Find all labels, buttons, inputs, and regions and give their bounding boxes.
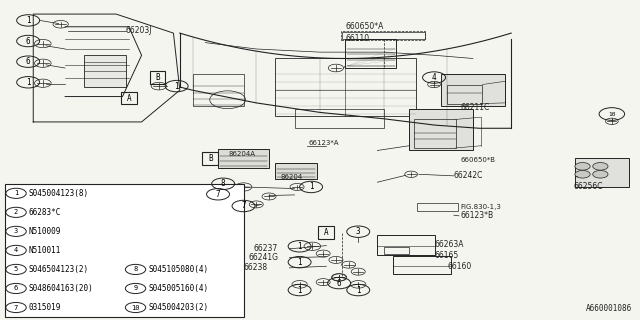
Text: 1: 1 (356, 285, 360, 295)
Text: S045004123(8): S045004123(8) (29, 189, 89, 198)
Text: S045105080(4): S045105080(4) (148, 265, 209, 274)
Text: 1: 1 (298, 242, 302, 251)
Bar (275, 59, 415, 116)
Text: 10: 10 (608, 111, 616, 116)
Bar (84, 55, 125, 87)
Text: 6: 6 (26, 36, 31, 45)
Bar (275, 163, 317, 179)
Bar (150, 71, 166, 84)
Circle shape (593, 171, 608, 178)
Text: 66165: 66165 (435, 251, 459, 260)
Text: 7: 7 (14, 305, 18, 310)
Text: 6: 6 (337, 279, 341, 288)
Bar (409, 109, 473, 150)
Text: 4: 4 (432, 73, 436, 82)
Text: 1: 1 (14, 190, 18, 196)
Bar (417, 203, 458, 211)
Text: N510011: N510011 (29, 246, 61, 255)
Text: 66256C: 66256C (573, 182, 603, 191)
Text: 5: 5 (14, 267, 18, 272)
Text: 86204A: 86204A (228, 151, 255, 157)
Bar (441, 74, 505, 106)
Text: 4: 4 (14, 247, 18, 253)
Text: S046504123(2): S046504123(2) (29, 265, 89, 274)
Text: 8: 8 (133, 267, 138, 272)
Text: 3: 3 (14, 228, 18, 234)
Text: 86204: 86204 (280, 174, 303, 180)
Text: A: A (127, 94, 131, 103)
Text: 66241G: 66241G (248, 253, 278, 262)
Bar (193, 74, 244, 106)
Bar (342, 32, 425, 39)
Text: 1: 1 (174, 82, 179, 91)
Bar (341, 31, 425, 40)
Text: A660001086: A660001086 (586, 304, 632, 313)
Text: 7: 7 (241, 202, 246, 211)
Text: 6: 6 (14, 285, 18, 292)
Text: B: B (155, 73, 160, 82)
Text: FIG.830-1,3: FIG.830-1,3 (460, 204, 501, 210)
Text: 0315019: 0315019 (29, 303, 61, 312)
Text: S045005160(4): S045005160(4) (148, 284, 209, 293)
Text: 66160: 66160 (447, 262, 472, 271)
Text: 1: 1 (298, 285, 302, 295)
Text: 9: 9 (133, 285, 138, 292)
Circle shape (575, 163, 590, 170)
Text: 66237: 66237 (253, 244, 277, 253)
Bar (319, 226, 334, 239)
Text: 66238: 66238 (244, 263, 268, 272)
Text: 66123*B: 66123*B (460, 211, 493, 220)
Bar (294, 109, 384, 128)
Bar (575, 158, 629, 187)
Text: 660650*B: 660650*B (460, 157, 495, 163)
Text: 2: 2 (14, 209, 18, 215)
Bar (202, 152, 218, 165)
Text: 8: 8 (221, 179, 225, 188)
Text: A: A (324, 228, 329, 237)
Bar (4, 184, 244, 317)
Text: 660650*A: 660650*A (346, 22, 384, 31)
Text: 66283*C: 66283*C (29, 208, 61, 217)
Circle shape (593, 163, 608, 170)
Text: 10: 10 (131, 305, 140, 310)
Bar (414, 119, 456, 148)
Bar (346, 39, 396, 68)
Text: S045004203(2): S045004203(2) (148, 303, 209, 312)
Text: S048604163(20): S048604163(20) (29, 284, 93, 293)
Bar (218, 149, 269, 168)
Text: 66203J: 66203J (125, 26, 152, 35)
Bar (447, 84, 483, 104)
Text: 66211C: 66211C (460, 103, 490, 112)
Text: 66242C: 66242C (454, 171, 483, 180)
Text: B: B (208, 154, 212, 163)
Bar (394, 256, 451, 274)
Bar (121, 92, 137, 105)
Text: 3: 3 (356, 227, 360, 236)
Text: 1: 1 (26, 78, 31, 87)
Text: 7: 7 (216, 190, 220, 199)
Text: 1: 1 (298, 258, 302, 267)
Text: 1: 1 (308, 182, 314, 191)
Text: 1: 1 (26, 16, 31, 25)
Bar (384, 247, 409, 253)
Text: 6: 6 (26, 57, 31, 66)
Bar (378, 235, 435, 255)
Text: 66263A: 66263A (435, 240, 464, 249)
Circle shape (575, 171, 590, 178)
Text: 66110: 66110 (346, 34, 370, 43)
Text: 66123*A: 66123*A (308, 140, 339, 146)
Text: N510009: N510009 (29, 227, 61, 236)
